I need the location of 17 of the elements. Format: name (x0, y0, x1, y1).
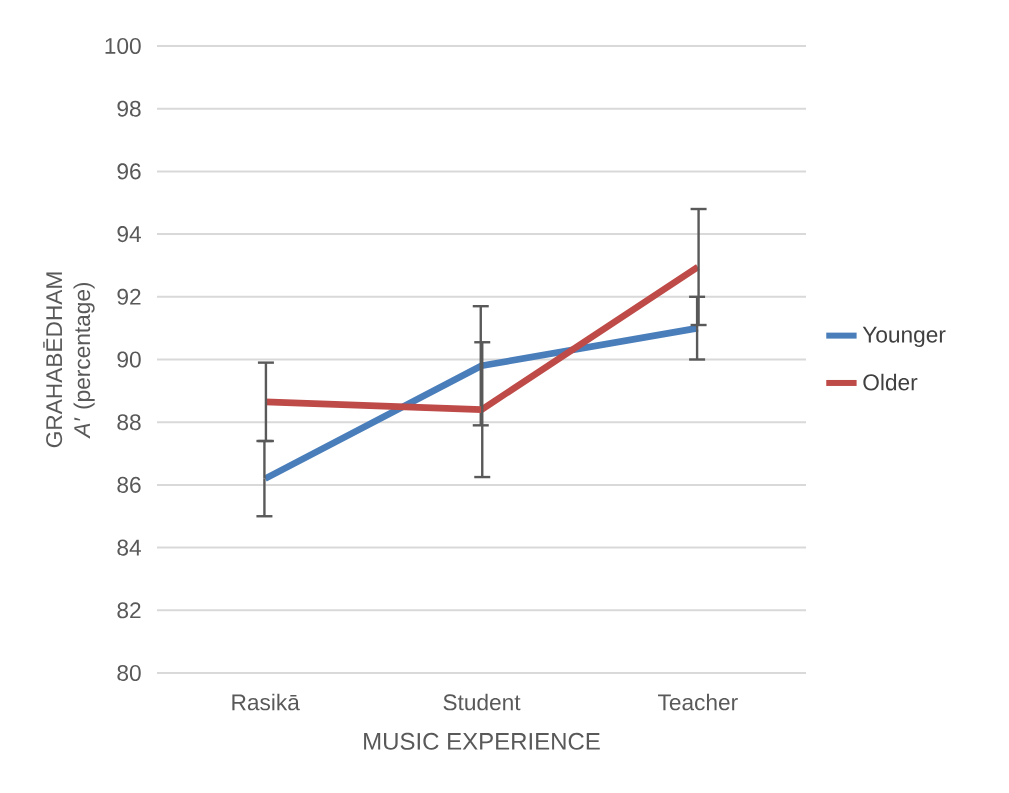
y-tick-label: 100 (105, 37, 141, 55)
y-tick-label: 84 (117, 539, 141, 556)
y-tick-label: 80 (117, 664, 141, 682)
y-tick-label: 86 (117, 476, 141, 493)
x-tick-label: Teacher (658, 693, 738, 711)
y-tick-label: 90 (117, 351, 141, 368)
y-tick-label: 96 (117, 163, 141, 180)
x-tick-label: Rasikā (232, 693, 300, 711)
x-axis-title: MUSIC EXPERIENCE (364, 732, 600, 750)
y-tick-label: 94 (117, 226, 141, 243)
x-tick-label: Student (443, 693, 521, 711)
legend-label: Younger (862, 326, 946, 348)
legend-label: Older (863, 373, 918, 391)
y-tick-label: 82 (117, 602, 141, 619)
y-tick-label: 98 (117, 100, 141, 117)
y-tick-label: 92 (117, 288, 141, 305)
y-tick-label: 88 (117, 414, 141, 431)
